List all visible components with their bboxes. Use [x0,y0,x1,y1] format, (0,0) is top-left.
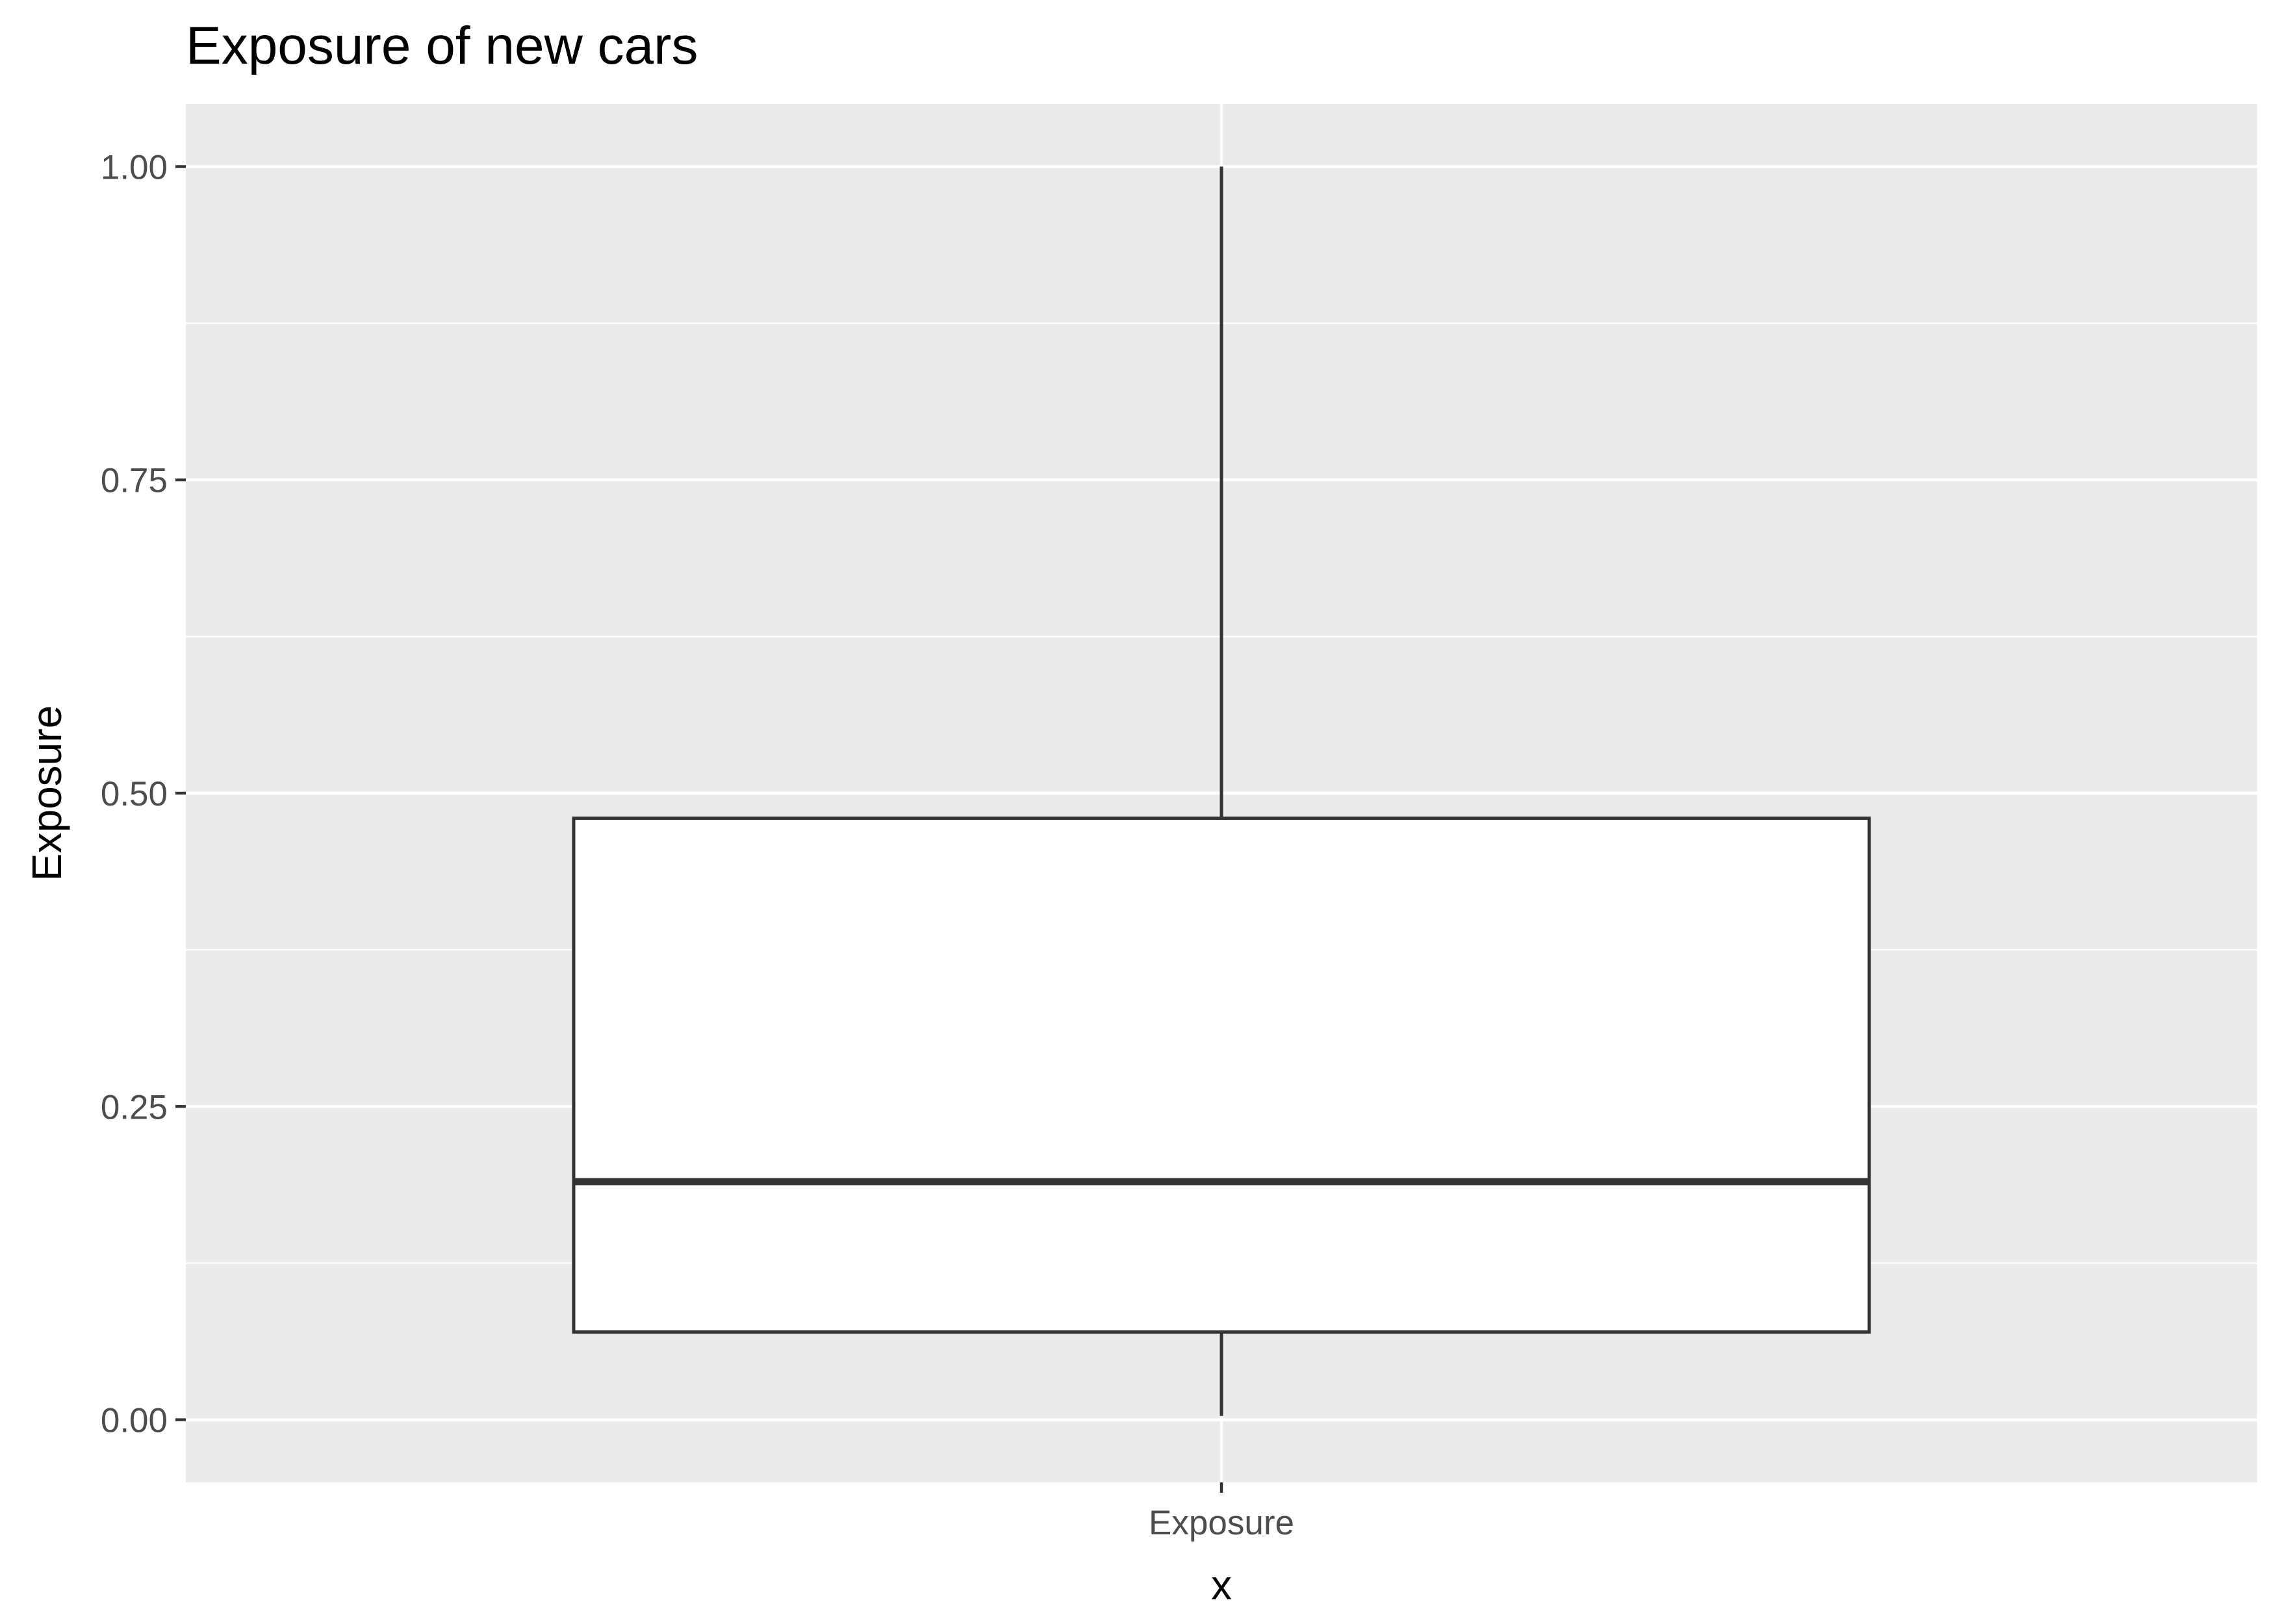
x-axis: Exposure [1149,1482,1294,1542]
y-axis-title: Exposure [23,705,70,881]
x-axis-title: x [1211,1562,1232,1608]
y-tick-label: 1.00 [101,148,168,186]
y-axis: 0.00 0.25 0.50 0.75 1.00 [101,148,186,1440]
chart-title: Exposure of new cars [186,16,698,75]
iqr-box [572,817,1871,1334]
y-tick-label: 0.25 [101,1088,168,1126]
box-marks [572,166,1871,1416]
y-tick-label: 0.00 [101,1402,168,1440]
y-tick-label: 0.50 [101,775,168,813]
y-tick-label: 0.75 [101,462,168,500]
x-tick-label: Exposure [1149,1504,1294,1542]
